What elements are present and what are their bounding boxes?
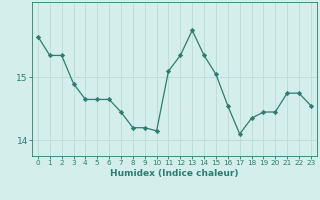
X-axis label: Humidex (Indice chaleur): Humidex (Indice chaleur) [110, 169, 239, 178]
